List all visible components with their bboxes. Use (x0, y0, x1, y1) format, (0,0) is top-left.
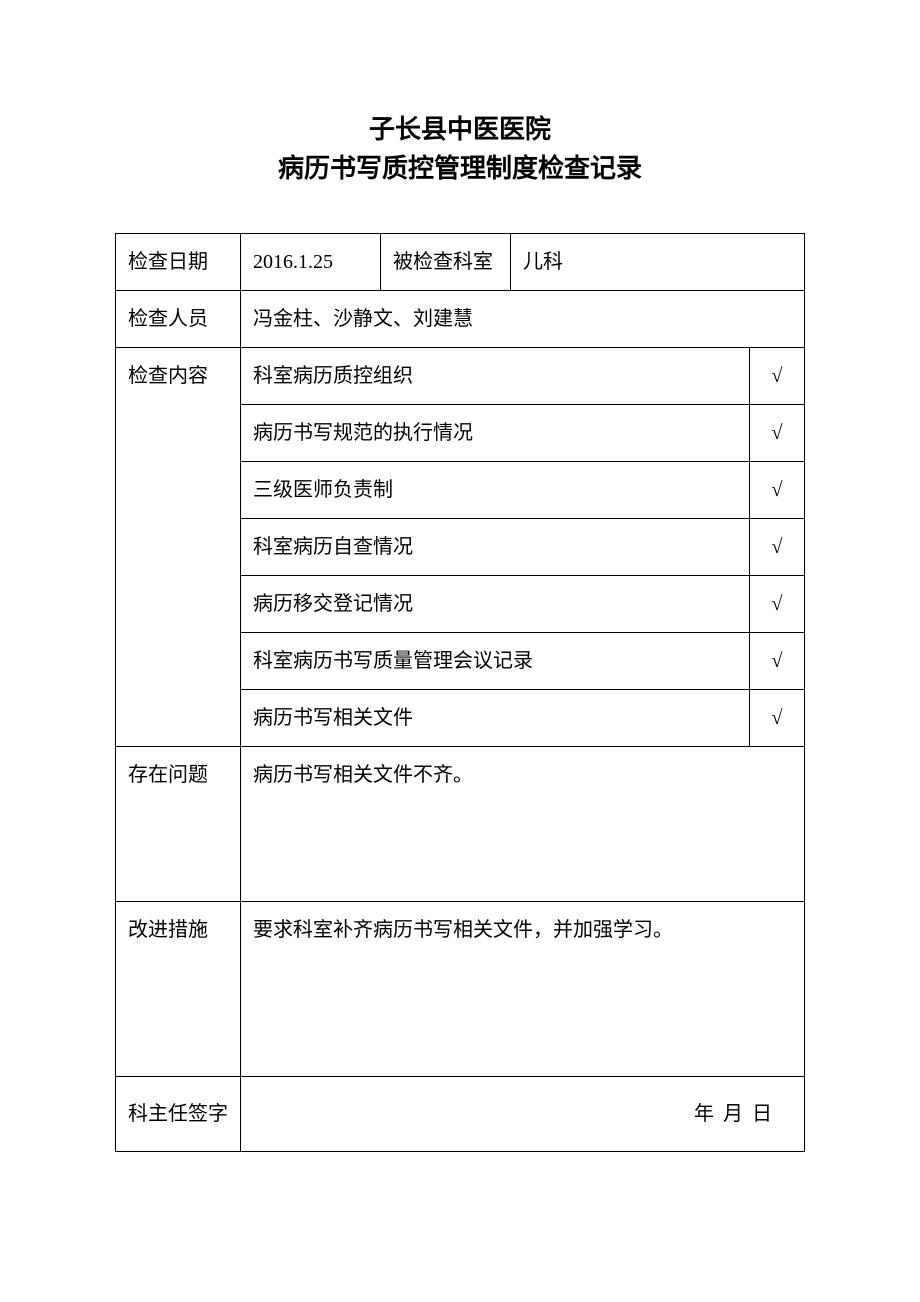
label-inspection-content: 检查内容 (116, 348, 241, 747)
checklist-item-text: 病历移交登记情况 (241, 576, 750, 633)
inspection-form-table: 检查日期 2016.1.25 被检查科室 儿科 检查人员 冯金柱、沙静文、刘建慧… (115, 233, 805, 1152)
label-inspectors: 检查人员 (116, 291, 241, 348)
label-improvements: 改进措施 (116, 902, 241, 1077)
checklist-item-mark: √ (750, 633, 805, 690)
value-improvements: 要求科室补齐病历书写相关文件，并加强学习。 (241, 902, 805, 1077)
row-date-dept: 检查日期 2016.1.25 被检查科室 儿科 (116, 234, 805, 291)
checklist-item-mark: √ (750, 462, 805, 519)
title-line-1: 子长县中医医院 (115, 110, 805, 149)
checklist-item-mark: √ (750, 348, 805, 405)
value-inspectors: 冯金柱、沙静文、刘建慧 (241, 291, 805, 348)
checklist-item-text: 科室病历质控组织 (241, 348, 750, 405)
checklist-item-text: 病历书写相关文件 (241, 690, 750, 747)
checklist-item-text: 科室病历自查情况 (241, 519, 750, 576)
row-inspectors: 检查人员 冯金柱、沙静文、刘建慧 (116, 291, 805, 348)
checklist-item-mark: √ (750, 690, 805, 747)
value-signature-date: 年 月 日 (241, 1077, 805, 1152)
label-director-signature: 科主任签字 (116, 1077, 241, 1152)
checklist-item-text: 三级医师负责制 (241, 462, 750, 519)
value-inspected-department: 儿科 (511, 234, 805, 291)
checklist-row: 检查内容 科室病历质控组织 √ (116, 348, 805, 405)
checklist-item-mark: √ (750, 405, 805, 462)
checklist-item-mark: √ (750, 519, 805, 576)
title-line-2: 病历书写质控管理制度检查记录 (115, 149, 805, 188)
label-inspection-date: 检查日期 (116, 234, 241, 291)
row-problems: 存在问题 病历书写相关文件不齐。 (116, 747, 805, 902)
checklist-item-text: 病历书写规范的执行情况 (241, 405, 750, 462)
value-inspection-date: 2016.1.25 (241, 234, 381, 291)
row-improvements: 改进措施 要求科室补齐病历书写相关文件，并加强学习。 (116, 902, 805, 1077)
value-problems: 病历书写相关文件不齐。 (241, 747, 805, 902)
checklist-item-mark: √ (750, 576, 805, 633)
label-problems: 存在问题 (116, 747, 241, 902)
document-title: 子长县中医医院 病历书写质控管理制度检查记录 (115, 110, 805, 188)
checklist-item-text: 科室病历书写质量管理会议记录 (241, 633, 750, 690)
row-signature: 科主任签字 年 月 日 (116, 1077, 805, 1152)
label-inspected-department: 被检查科室 (381, 234, 511, 291)
